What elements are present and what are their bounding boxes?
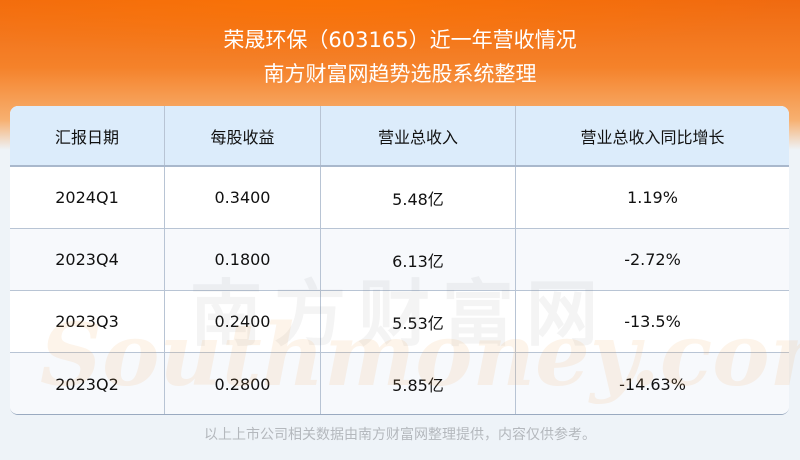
column-header: 汇报日期 bbox=[10, 106, 165, 165]
table-cell: 5.48亿 bbox=[321, 167, 516, 228]
table-cell: -2.72% bbox=[624, 250, 681, 269]
table-row: 2023Q4 0.1800 6.13亿 -2.72% bbox=[10, 229, 789, 291]
table-cell: 0.2800 bbox=[165, 353, 321, 414]
revenue-table: 汇报日期 每股收益 营业总收入 营业总收入同比增长 2024Q1 0.3400 … bbox=[10, 106, 789, 415]
column-header: 每股收益 bbox=[165, 106, 321, 165]
table-cell: 0.3400 bbox=[165, 167, 321, 228]
table-row: 2024Q1 0.3400 5.48亿 1.19% bbox=[10, 167, 789, 229]
table-cell: 5.53亿 bbox=[321, 291, 516, 352]
footer-disclaimer: 以上上市公司相关数据由南方财富网整理提供，内容仅供参考。 bbox=[204, 427, 596, 443]
table-cell: 2023Q4 bbox=[10, 229, 165, 290]
table-cell: -13.5% bbox=[624, 312, 681, 331]
table-cell: 0.1800 bbox=[165, 229, 321, 290]
table-cell: 2023Q2 bbox=[10, 353, 165, 414]
page-subtitle: 南方财富网趋势选股系统整理 bbox=[263, 62, 537, 86]
table-cell: -14.63% bbox=[619, 374, 686, 394]
column-header: 营业总收入同比增长 bbox=[580, 127, 725, 147]
table-cell: 6.13亿 bbox=[321, 229, 516, 290]
table-cell: 0.2400 bbox=[165, 291, 321, 352]
table-cell: 1.19% bbox=[627, 188, 678, 207]
table-row: 2023Q3 0.2400 5.53亿 -13.5% bbox=[10, 291, 789, 353]
table-cell: 5.85亿 bbox=[321, 353, 516, 414]
table-row: 2023Q2 0.2800 5.85亿 -14.63% bbox=[10, 353, 789, 414]
table-cell: 2023Q3 bbox=[10, 291, 165, 352]
column-header: 营业总收入 bbox=[321, 106, 516, 165]
table-cell: 2024Q1 bbox=[10, 167, 165, 228]
page-title: 荣晟环保（603165）近一年营收情况 bbox=[223, 28, 577, 52]
table-header: 汇报日期 每股收益 营业总收入 营业总收入同比增长 bbox=[10, 106, 789, 167]
